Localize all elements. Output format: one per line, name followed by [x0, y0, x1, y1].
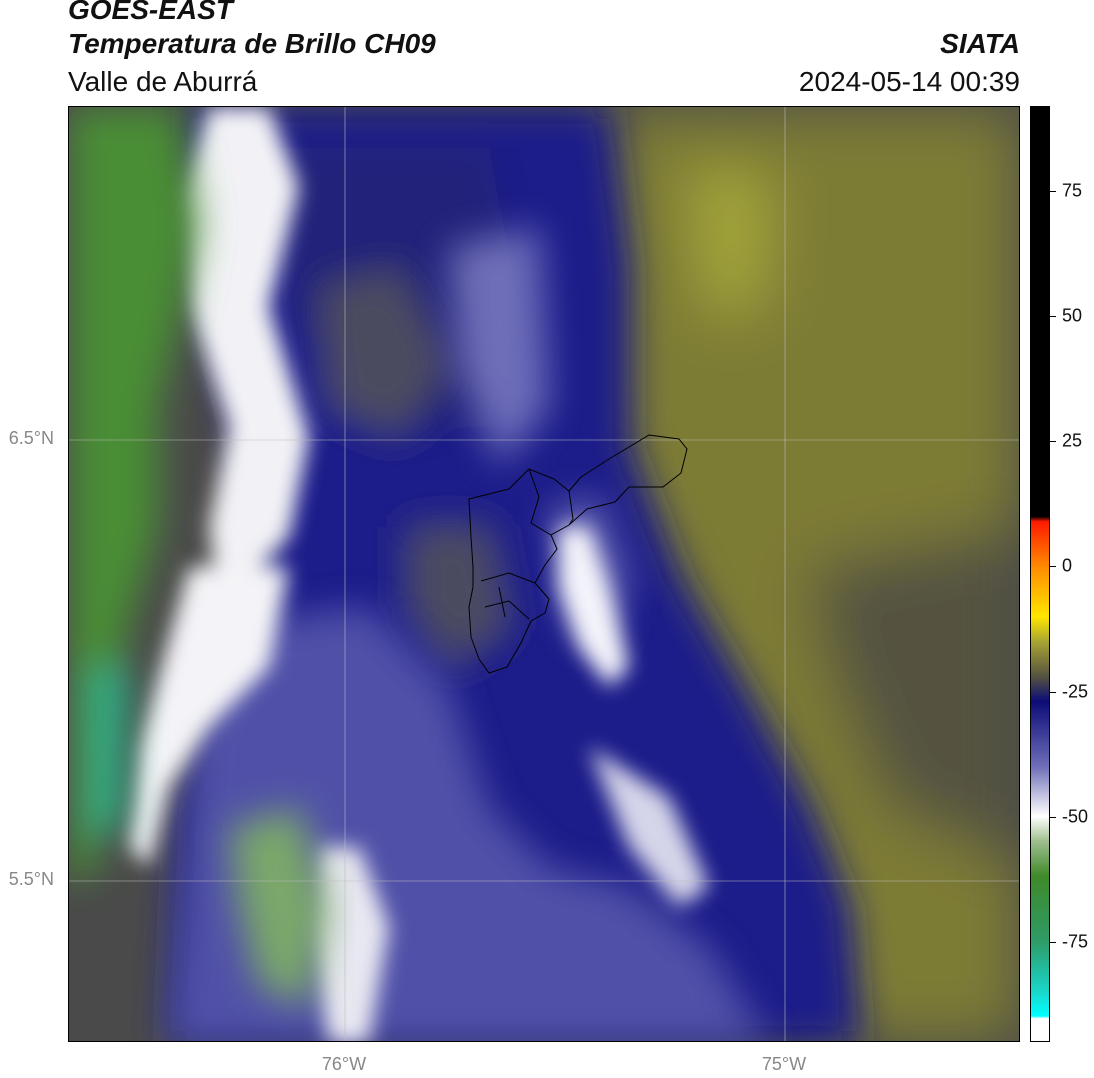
colorbar-tick	[1050, 441, 1056, 443]
colorbar-tick-label: 25	[1062, 430, 1083, 451]
product-title: Temperatura de Brillo CH09	[68, 28, 436, 59]
colorbar-tick-label: 75	[1062, 180, 1083, 201]
organization-label: SIATA	[940, 28, 1020, 59]
colorbar-tick	[1050, 941, 1056, 943]
latitude-label-5-5: 5.5°N	[8, 869, 54, 889]
colorbar-tick-label: 50	[1062, 305, 1083, 326]
colorbar-tick	[1050, 816, 1056, 818]
latitude-label-6-5: 6.5°N	[8, 428, 54, 448]
satellite-title: GOES-EAST	[68, 0, 233, 25]
map-imagery	[69, 107, 1019, 1041]
colorbar-tick-label: -50	[1062, 806, 1089, 827]
timestamp-label: 2024-05-14 00:39	[798, 66, 1020, 97]
colorbar-tick	[1050, 566, 1056, 568]
longitude-label-76: 76°W	[321, 1054, 367, 1074]
colorbar-tick-label: -25	[1062, 681, 1089, 702]
longitude-label-75: 75°W	[761, 1054, 807, 1074]
colorbar	[1030, 106, 1050, 1042]
brightness-temperature-map	[68, 106, 1020, 1042]
region-subtitle: Valle de Aburrá	[68, 66, 258, 97]
colorbar-tick	[1050, 691, 1056, 693]
colorbar-tick-label: 0	[1062, 555, 1073, 576]
colorbar-tick	[1050, 191, 1056, 193]
colorbar-tick-label: -75	[1062, 931, 1089, 952]
colorbar-tick	[1050, 316, 1056, 318]
